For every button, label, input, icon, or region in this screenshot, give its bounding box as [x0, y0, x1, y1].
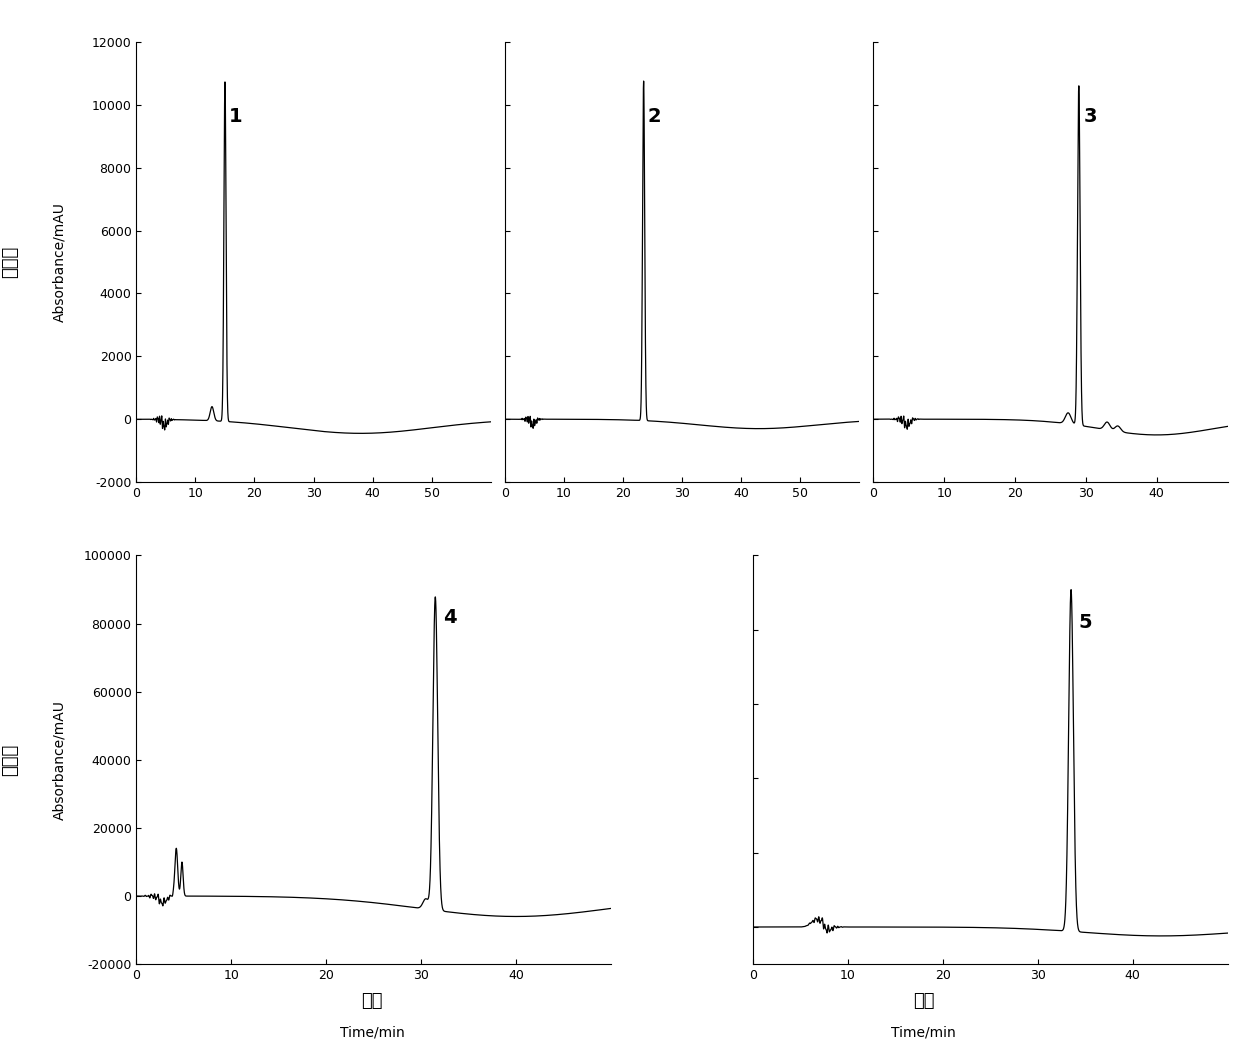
Text: 吸光度: 吸光度	[1, 246, 19, 278]
Text: 3: 3	[1084, 107, 1097, 126]
Text: 吸光度: 吸光度	[1, 744, 19, 776]
Text: Absorbance/mAU: Absorbance/mAU	[52, 700, 67, 820]
Text: 4: 4	[443, 608, 456, 627]
Text: 5: 5	[1079, 612, 1092, 632]
Text: 时间: 时间	[361, 991, 383, 1010]
Text: 2: 2	[647, 107, 661, 126]
Text: 时间: 时间	[913, 991, 935, 1010]
Text: Time/min: Time/min	[340, 1025, 404, 1040]
Text: 1: 1	[229, 107, 243, 126]
Text: Absorbance/mAU: Absorbance/mAU	[52, 202, 67, 322]
Text: Time/min: Time/min	[892, 1025, 956, 1040]
